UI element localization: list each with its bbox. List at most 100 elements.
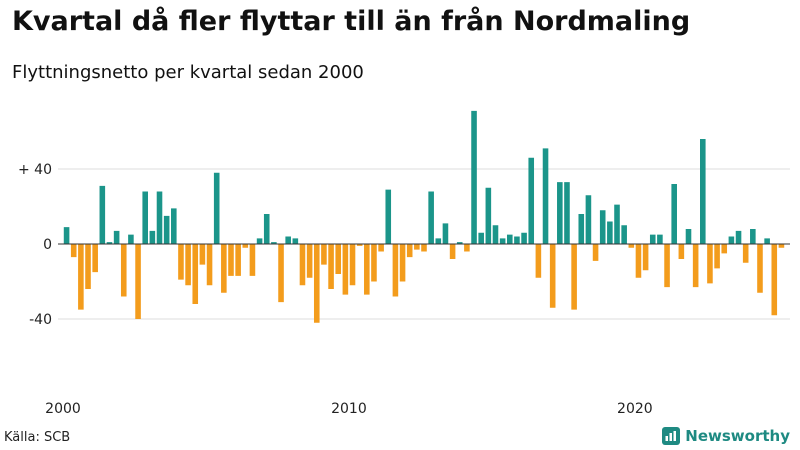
bar-2002-q1[interactable]: [120, 244, 127, 297]
bar-2000-q3[interactable]: [78, 244, 84, 310]
bar-2007-q1[interactable]: [263, 214, 270, 244]
bar-2004-q1[interactable]: [178, 244, 184, 280]
bar-2015-q1[interactable]: [492, 225, 499, 244]
bar-2013-q1[interactable]: [435, 238, 442, 245]
bar-2012-q4[interactable]: [428, 191, 434, 245]
bar-2011-q3[interactable]: [392, 244, 399, 297]
bar-2024-q4[interactable]: [771, 244, 778, 316]
bar-2014-q3[interactable]: [478, 232, 484, 244]
bar-2006-q2[interactable]: [242, 244, 249, 248]
bar-2002-q3[interactable]: [135, 244, 141, 319]
bar-2022-q4[interactable]: [714, 244, 720, 269]
bar-2018-q4[interactable]: [599, 210, 606, 244]
bar-2019-q1[interactable]: [607, 221, 613, 245]
bar-2004-q2[interactable]: [185, 244, 191, 286]
bar-2020-q4[interactable]: [657, 234, 663, 245]
bar-2024-q3[interactable]: [764, 238, 770, 245]
bar-2024-q1[interactable]: [750, 229, 756, 244]
bar-2006-q1[interactable]: [235, 244, 241, 276]
bar-2021-q3[interactable]: [678, 244, 685, 259]
bar-2017-q1[interactable]: [549, 244, 556, 308]
bar-2008-q2[interactable]: [299, 244, 306, 286]
bar-2023-q3[interactable]: [735, 230, 742, 245]
bar-2010-q3[interactable]: [364, 244, 370, 295]
bar-2005-q2[interactable]: [213, 172, 220, 244]
bar-2013-q3[interactable]: [449, 244, 456, 259]
bar-2001-q3[interactable]: [106, 242, 113, 245]
bar-2003-q3[interactable]: [163, 215, 170, 245]
bar-2010-q1[interactable]: [349, 244, 356, 286]
bar-2022-q2[interactable]: [700, 139, 706, 244]
bar-2017-q2[interactable]: [557, 182, 563, 245]
bar-2005-q3[interactable]: [221, 244, 227, 293]
bar-2001-q1[interactable]: [92, 244, 98, 273]
bar-2012-q3[interactable]: [421, 244, 427, 252]
bar-2022-q1[interactable]: [692, 244, 699, 288]
bar-2020-q1[interactable]: [635, 244, 642, 278]
bar-2010-q4[interactable]: [371, 244, 377, 282]
bar-2024-q2[interactable]: [757, 244, 763, 293]
bar-2014-q4[interactable]: [485, 187, 492, 244]
bar-2023-q1[interactable]: [721, 244, 728, 254]
bar-2013-q4[interactable]: [456, 242, 463, 245]
bar-2009-q3[interactable]: [335, 244, 342, 274]
bar-2009-q2[interactable]: [328, 244, 334, 289]
bar-2012-q2[interactable]: [414, 244, 420, 250]
bar-2007-q2[interactable]: [271, 242, 277, 245]
bar-2020-q2[interactable]: [642, 244, 649, 271]
bar-2015-q2[interactable]: [499, 238, 506, 245]
bar-2014-q2[interactable]: [471, 110, 477, 245]
bar-2010-q2[interactable]: [356, 244, 363, 246]
bar-2011-q1[interactable]: [378, 244, 384, 252]
bar-2004-q3[interactable]: [192, 244, 199, 304]
bar-2023-q4[interactable]: [742, 244, 749, 263]
bar-2005-q4[interactable]: [228, 244, 234, 276]
bar-2009-q1[interactable]: [321, 244, 327, 265]
bar-2004-q4[interactable]: [199, 244, 206, 265]
bar-2018-q2[interactable]: [585, 195, 592, 244]
bar-2002-q4[interactable]: [142, 191, 148, 245]
bar-2008-q1[interactable]: [292, 238, 299, 245]
bar-2016-q3[interactable]: [535, 244, 542, 278]
bar-2022-q3[interactable]: [707, 244, 713, 284]
bar-2016-q4[interactable]: [542, 148, 549, 245]
bar-2011-q2[interactable]: [385, 189, 392, 245]
bar-2025-q1[interactable]: [778, 244, 785, 248]
bar-2000-q1[interactable]: [63, 227, 70, 245]
bar-2021-q2[interactable]: [671, 184, 677, 244]
bar-2012-q1[interactable]: [406, 244, 413, 258]
bar-2018-q3[interactable]: [592, 244, 599, 261]
bar-2017-q3[interactable]: [564, 182, 570, 245]
bar-2001-q2[interactable]: [99, 185, 106, 245]
bar-2003-q1[interactable]: [149, 230, 156, 245]
bar-2015-q4[interactable]: [514, 236, 520, 245]
bar-2023-q2[interactable]: [728, 236, 735, 245]
brand-logo[interactable]: Newsworthy: [662, 427, 790, 445]
bar-2017-q4[interactable]: [571, 244, 577, 310]
bar-2008-q4[interactable]: [313, 244, 320, 323]
bar-2021-q1[interactable]: [664, 244, 670, 288]
bar-2016-q1[interactable]: [521, 232, 527, 244]
bar-2009-q4[interactable]: [342, 244, 349, 295]
bar-2000-q2[interactable]: [70, 244, 77, 258]
bar-2020-q3[interactable]: [649, 234, 656, 245]
bar-2015-q3[interactable]: [506, 234, 513, 245]
bar-2021-q4[interactable]: [685, 229, 692, 244]
bar-2003-q4[interactable]: [171, 208, 177, 245]
bar-2011-q4[interactable]: [399, 244, 406, 282]
bar-2019-q3[interactable]: [621, 225, 627, 244]
bar-2019-q4[interactable]: [628, 244, 635, 248]
bar-2002-q2[interactable]: [128, 234, 134, 245]
bar-2007-q3[interactable]: [278, 244, 284, 303]
bar-2013-q2[interactable]: [442, 223, 449, 245]
bar-2007-q4[interactable]: [285, 236, 291, 245]
bar-2019-q2[interactable]: [614, 204, 620, 245]
bar-2006-q4[interactable]: [256, 238, 263, 245]
bar-2005-q1[interactable]: [206, 244, 213, 286]
bar-2003-q2[interactable]: [156, 191, 163, 245]
bar-2014-q1[interactable]: [464, 244, 470, 252]
bar-2006-q3[interactable]: [249, 244, 256, 276]
bar-2018-q1[interactable]: [578, 214, 585, 244]
bar-2008-q3[interactable]: [306, 244, 313, 278]
bar-2016-q2[interactable]: [528, 157, 535, 244]
